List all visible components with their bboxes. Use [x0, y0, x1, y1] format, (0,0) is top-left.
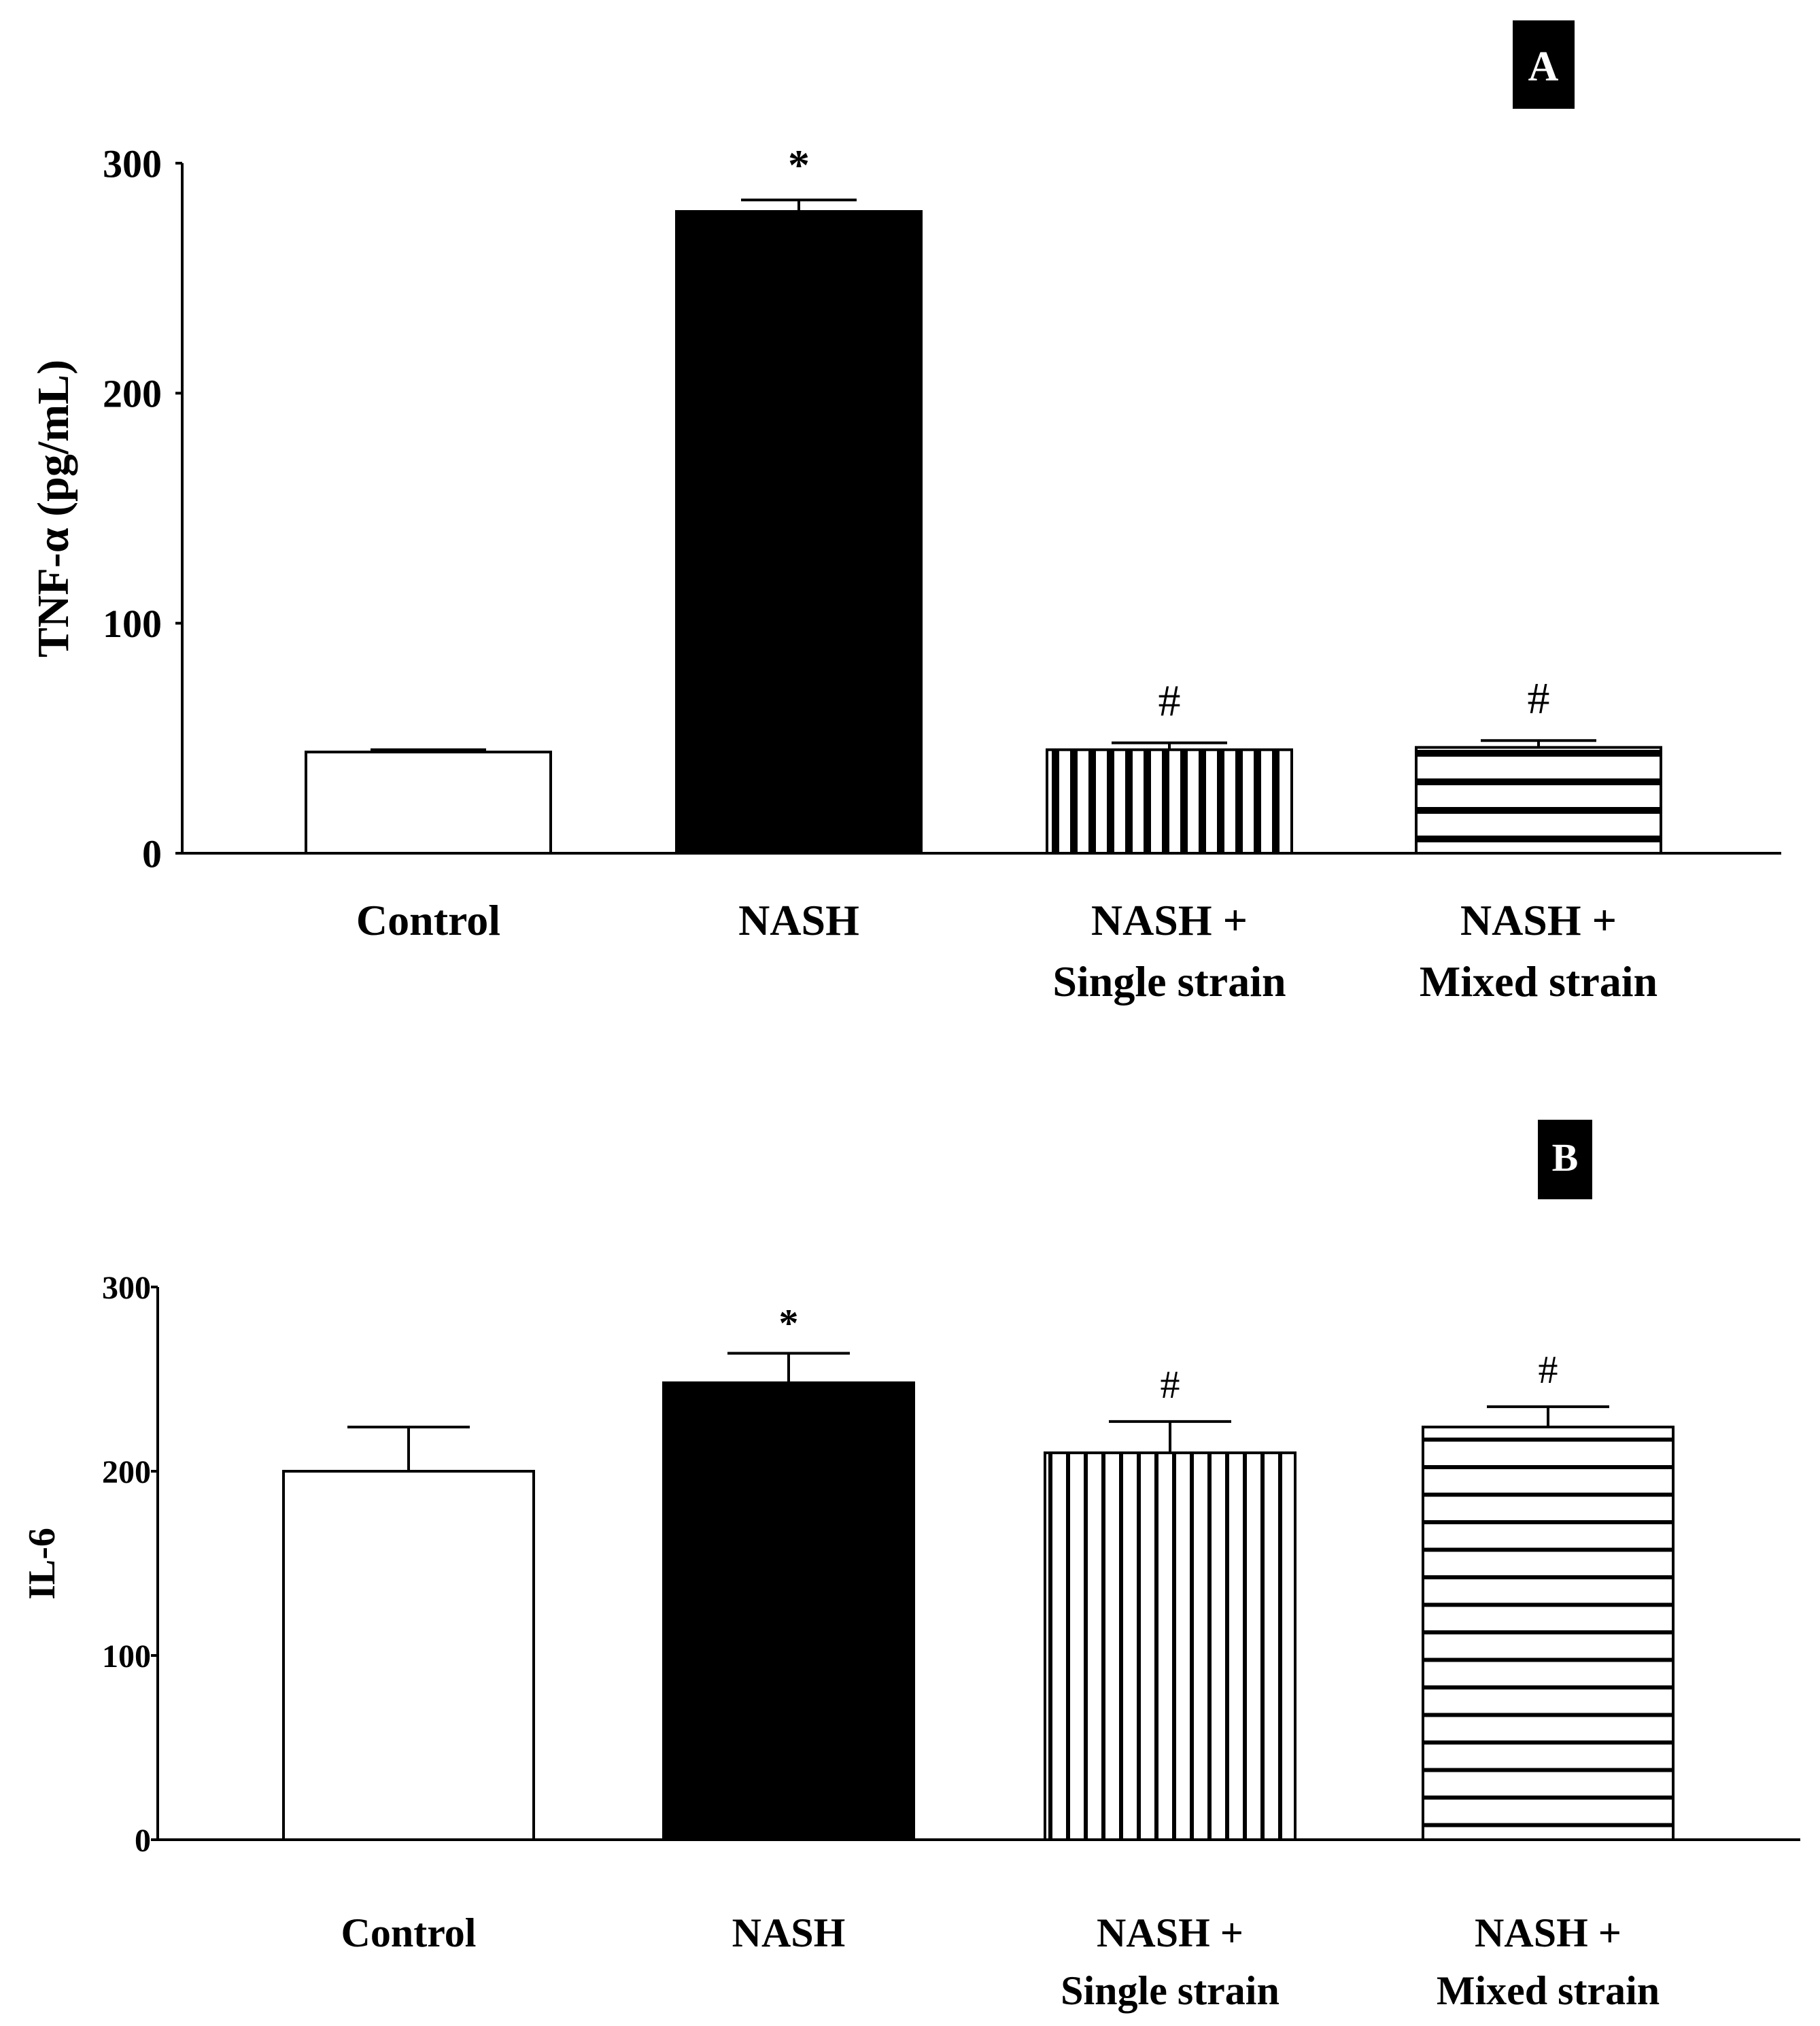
panel-b-x-tick-label-line2: Mixed strain	[1437, 1968, 1660, 2013]
panel-a-y-tick-label: 200	[103, 372, 162, 416]
panel-b-badge: B	[1538, 1120, 1592, 1199]
panel-b-x-tick-label: Control	[341, 1910, 477, 1955]
panel-a-x-tick-label-line2: Mixed strain	[1420, 957, 1658, 1006]
panel-a-significance-mark: *	[788, 141, 810, 189]
panel-b-x-tick-label-line2: Single strain	[1061, 1968, 1280, 2013]
panel-b-significance-mark: #	[1539, 1347, 1558, 1392]
panel-b-x-tick-label: NASH	[732, 1910, 846, 1955]
panel-b-x-tick-label: NASH +	[1097, 1910, 1243, 1955]
panel-b-y-axis-label: IL-6	[21, 1528, 63, 1600]
panel-a-significance-mark: #	[1528, 674, 1550, 723]
panel-a-x-tick-label: NASH +	[1460, 896, 1617, 944]
panel-b-bar-2	[662, 1381, 915, 1842]
panel-a-x-tick-label: Control	[356, 896, 500, 944]
panel-a-x-tick-label: NASH +	[1091, 896, 1248, 944]
panel-a-y-tick-label: 100	[103, 602, 162, 646]
panel-a-x-tick-label-line2: Single strain	[1052, 957, 1286, 1006]
panel-a-significance-mark: #	[1158, 676, 1181, 726]
panel-b-bar-1	[282, 1470, 535, 1841]
panel-b-x-tick-label: NASH +	[1475, 1910, 1621, 1955]
panel-a-bar-2	[675, 210, 923, 855]
panel-a-bar-3	[1046, 748, 1293, 855]
panel-a-y-axis-label: TNF-α (pg/mL)	[29, 360, 78, 657]
panel-a-x-tick-label: NASH	[738, 896, 859, 944]
panel-b-chart: B 0 100 200 300 IL-6 Control * NASH # NASH + Singl…	[21, 1120, 1800, 2013]
panel-a-bar-1	[305, 751, 552, 855]
panel-a-y-tick-label: 0	[142, 831, 162, 876]
panel-a-chart: A 0 100 200 300 TNF-α (pg/mL) Control * NASH # NA…	[29, 20, 1781, 1006]
panel-b-y-tick-label: 0	[135, 1823, 151, 1859]
panel-a-y-tick-label: 300	[103, 141, 162, 186]
panel-b-bar-4	[1422, 1425, 1675, 1841]
panel-b-significance-mark: #	[1161, 1362, 1180, 1407]
panel-a-badge-label: A	[1528, 44, 1559, 90]
panel-b-significance-mark: *	[779, 1301, 799, 1345]
panel-b-y-tick-label: 100	[102, 1638, 151, 1675]
panel-a-badge: A	[1513, 20, 1575, 109]
panel-a-bar-4	[1415, 746, 1662, 855]
panel-b-badge-label: B	[1552, 1135, 1579, 1180]
panel-b-y-tick-label: 200	[102, 1454, 151, 1490]
panel-b-bar-3	[1044, 1451, 1297, 1841]
panel-b-y-tick-label: 300	[102, 1270, 151, 1306]
